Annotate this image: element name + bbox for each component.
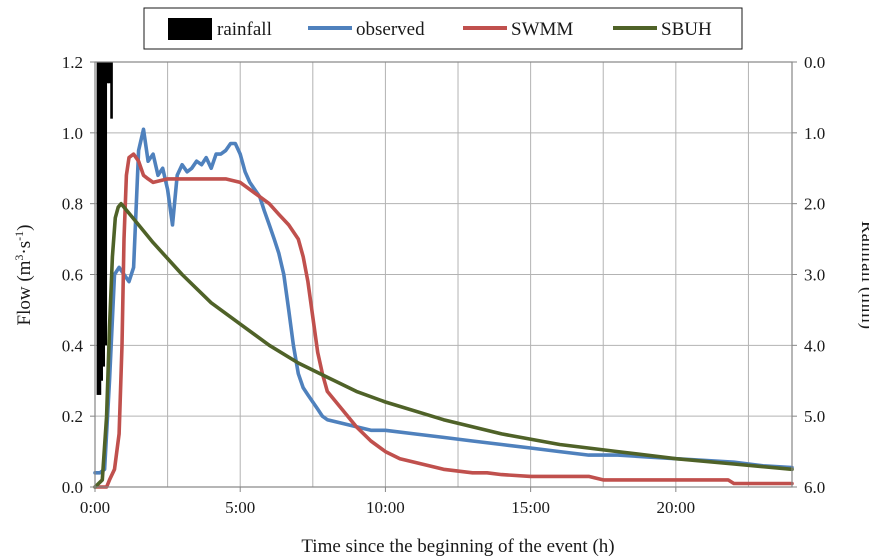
y2-axis-ticks: 0.0 1.0 2.0 3.0 4.0 5.0 6.0 xyxy=(792,53,825,497)
x-tick-label: 20:00 xyxy=(656,498,695,517)
y2-axis-label: Rainfall (mm) xyxy=(857,221,869,329)
rainfall-bar xyxy=(102,62,106,367)
rainfall-bar xyxy=(106,62,109,84)
rainfall-bar xyxy=(100,62,103,381)
series-line-sbuh xyxy=(93,201,794,489)
rainfall-bar xyxy=(96,62,100,395)
legend-swatch-rainfall xyxy=(168,18,212,40)
legend-label-sbuh: SBUH xyxy=(661,19,712,40)
y2-tick-label: 4.0 xyxy=(804,336,825,355)
x-axis-label: Time since the beginning of the event (h… xyxy=(301,536,614,556)
rainfall-bar xyxy=(104,62,108,346)
rainfall-bar xyxy=(110,62,113,119)
x-tick-label: 0:00 xyxy=(80,498,110,517)
y2-tick-label: 5.0 xyxy=(804,407,825,426)
series-line-swmm xyxy=(93,152,794,489)
y-tick-label: 0.2 xyxy=(62,407,83,426)
y-tick-label: 0.8 xyxy=(62,195,83,214)
x-tick-label: 15:00 xyxy=(511,498,550,517)
y-tick-label: 0.4 xyxy=(62,336,84,355)
series-lines xyxy=(93,127,794,489)
y2-tick-label: 0.0 xyxy=(804,53,825,72)
legend-label-observed: observed xyxy=(356,19,425,40)
rainfall-bars xyxy=(96,62,113,395)
x-tick-label: 10:00 xyxy=(366,498,405,517)
y-axis-ticks: 0.0 0.2 0.4 0.6 0.8 1.0 1.2 xyxy=(62,53,95,497)
x-tick-label: 5:00 xyxy=(225,498,255,517)
y-tick-label: 1.2 xyxy=(62,53,83,72)
rainfall-bar xyxy=(108,62,111,84)
legend-label-swmm: SWMM xyxy=(511,19,573,40)
legend-label-rainfall: rainfall xyxy=(217,19,272,40)
y-tick-label: 0.6 xyxy=(62,266,83,285)
y2-tick-label: 6.0 xyxy=(804,478,825,497)
rainfall-bar xyxy=(98,62,102,395)
y-tick-label: 1.0 xyxy=(62,124,83,143)
y2-tick-label: 1.0 xyxy=(804,124,825,143)
y-axis-label: Flow (m3·s-1) xyxy=(12,225,35,326)
series-line-observed xyxy=(93,127,794,475)
x-axis-ticks: 0:00 5:00 10:00 15:00 20:00 xyxy=(80,487,695,517)
y-tick-label: 0.0 xyxy=(62,478,83,497)
y2-tick-label: 3.0 xyxy=(804,266,825,285)
chart-legend: rainfall observed SWMM SBUH xyxy=(143,7,743,50)
grid-lines xyxy=(95,62,792,487)
y2-tick-label: 2.0 xyxy=(804,195,825,214)
